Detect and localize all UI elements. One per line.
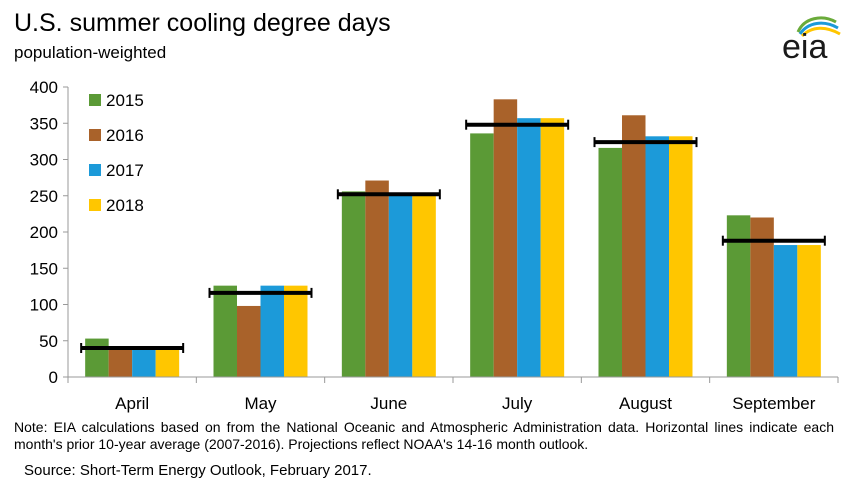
legend: 2015 2016 2017 2018 (89, 91, 144, 215)
x-tick-label: June (370, 394, 407, 413)
y-tick-label: 0 (49, 368, 58, 387)
average-line-september (721, 235, 826, 246)
bar-may-2018 (284, 285, 308, 377)
logo-arc-green (796, 16, 837, 33)
logo-arc-yellow (800, 26, 841, 38)
bar-september-2016 (750, 217, 774, 377)
x-tick-label: April (115, 394, 149, 413)
bar-june-2016 (365, 180, 389, 377)
bar-august-2016 (622, 115, 646, 378)
legend-swatch (89, 164, 101, 176)
x-tick-label: August (619, 394, 672, 413)
legend-item-2015: 2015 (89, 91, 144, 110)
bar-july-2016 (493, 99, 518, 377)
bar-april-2017 (132, 348, 156, 377)
bar-july-2015 (470, 133, 494, 377)
x-tick-label: May (244, 394, 277, 413)
bar-june-2015 (341, 191, 366, 377)
average-line-july (465, 119, 570, 130)
bar-may-2016 (237, 305, 261, 377)
bar-september-2017 (773, 245, 798, 377)
chart-subtitle: population-weighted (14, 43, 167, 62)
bars (85, 99, 821, 378)
x-axis: April May June July August September (67, 376, 839, 413)
chart-title: U.S. summer cooling degree days (14, 9, 391, 37)
bar-april-2016 (108, 347, 133, 377)
y-tick-label: 300 (30, 151, 58, 170)
y-tick-label: 350 (30, 114, 58, 133)
y-tick-label: 400 (30, 78, 58, 97)
legend-label: 2015 (106, 91, 144, 110)
eia-logo: eia (782, 16, 841, 66)
bar-april-2015 (85, 338, 109, 377)
y-tick-label: 150 (30, 259, 58, 278)
bar-august-2015 (598, 147, 622, 377)
y-axis: 0 50 100 150 200 250 300 350 400 (30, 78, 69, 387)
chart-source: Source: Short-Term Energy Outlook, Febru… (24, 462, 372, 479)
average-lines (80, 119, 826, 353)
legend-label: 2017 (106, 161, 144, 180)
x-tick-label: July (502, 394, 533, 413)
legend-swatch (89, 94, 101, 106)
bar-june-2018 (412, 195, 436, 377)
average-line-june (336, 189, 441, 200)
logo-arc-blue (798, 21, 839, 35)
legend-swatch (89, 129, 101, 141)
y-tick-label: 200 (30, 223, 58, 242)
bar-july-2017 (517, 118, 541, 378)
bar-june-2017 (388, 195, 413, 377)
legend-swatch (89, 199, 101, 211)
y-tick-label: 50 (39, 332, 58, 351)
chart-note: Note: EIA calculations based on from the… (14, 419, 834, 452)
bar-may-2015 (213, 285, 237, 377)
legend-item-2016: 2016 (89, 126, 144, 145)
bar-july-2018 (540, 118, 565, 378)
average-line-april (80, 343, 185, 353)
y-tick-label: 250 (30, 187, 58, 206)
logo-text: eia (782, 28, 827, 66)
bar-september-2018 (797, 245, 821, 377)
bar-september-2015 (726, 215, 751, 377)
bar-may-2017 (260, 285, 284, 377)
bar-april-2018 (155, 348, 180, 377)
bar-august-2018 (669, 136, 693, 377)
x-tick-label: September (732, 394, 815, 413)
legend-item-2018: 2018 (89, 196, 144, 215)
legend-label: 2016 (106, 126, 144, 145)
bar-chart: 0 50 100 150 200 250 300 350 400 April May June Jul… (30, 78, 839, 413)
y-tick-label: 100 (30, 296, 58, 315)
average-line-august (593, 137, 698, 148)
legend-label: 2018 (106, 196, 144, 215)
legend-item-2017: 2017 (89, 161, 144, 180)
bar-august-2017 (645, 136, 669, 377)
average-line-may (208, 287, 313, 298)
